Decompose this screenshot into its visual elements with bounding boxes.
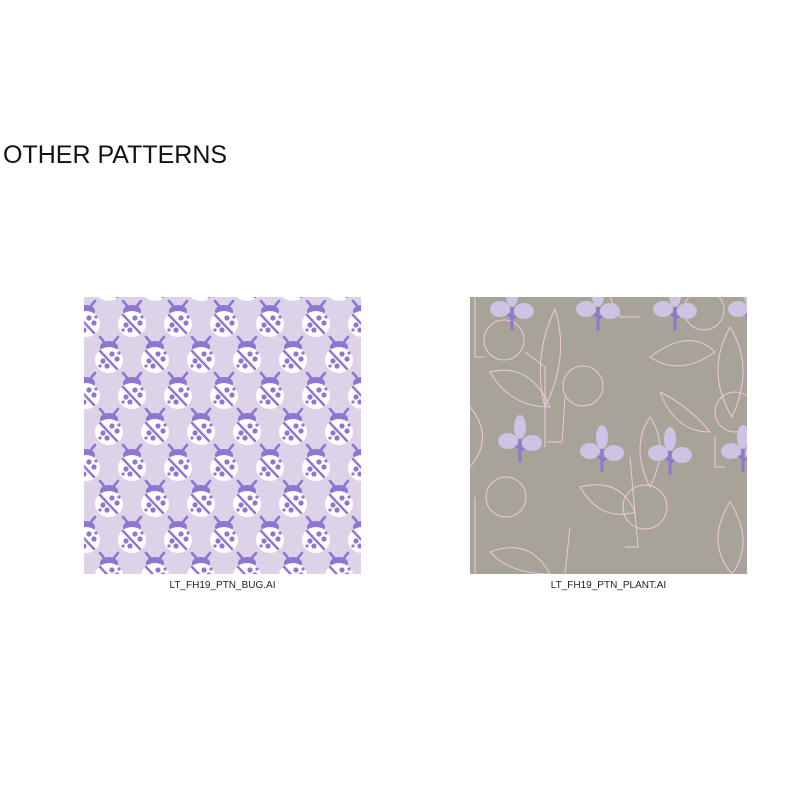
plant-pattern bbox=[470, 297, 747, 574]
page-title: OTHER PATTERNS bbox=[3, 141, 228, 169]
plant-pattern-filename: LT_FH19_PTN_PLANT.AI bbox=[550, 580, 667, 591]
bug-pattern-filename: LT_FH19_PTN_BUG.AI bbox=[169, 580, 276, 591]
bug-pattern-swatch[interactable] bbox=[84, 297, 361, 574]
plant-outline-layer bbox=[470, 297, 747, 574]
ladybug-pattern bbox=[84, 297, 361, 574]
plant-pattern-swatch[interactable] bbox=[470, 297, 747, 574]
